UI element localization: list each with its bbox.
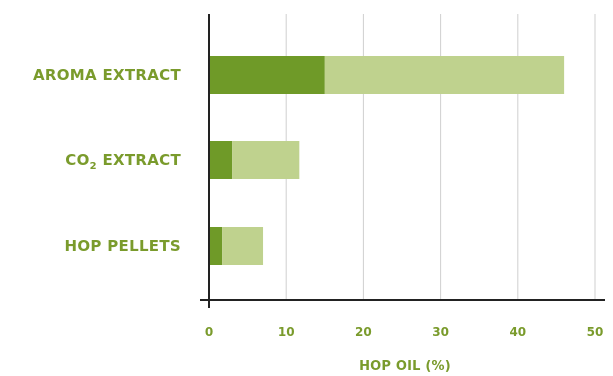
bar-1-segment-0 [209,141,233,179]
x-tick-label-10: 10 [278,325,295,339]
category-label-1: CO2 EXTRACT [65,151,181,172]
x-tick-label-20: 20 [355,325,372,339]
bars [209,56,565,265]
x-tick-label-40: 40 [509,325,526,339]
x-axis-title: HOP OIL (%) [359,359,451,374]
category-label-subscript: 2 [90,161,97,172]
bar-2-segment-0 [209,227,223,265]
category-labels: AROMA EXTRACT CO2 EXTRACT HOP PELLETS [33,66,181,255]
category-label-2: HOP PELLETS [65,237,181,255]
category-label-prefix: CO [65,151,89,169]
x-tick-label-50: 50 [587,325,604,339]
bar-1-segment-1 [232,141,300,179]
bar-0-segment-0 [209,56,325,94]
category-label-suffix: EXTRACT [97,151,182,169]
axes [200,14,605,308]
bar-0-segment-1 [324,56,565,94]
bar-2-segment-1 [222,227,264,265]
x-tick-label-0: 0 [205,325,213,339]
category-label-0: AROMA EXTRACT [33,66,181,84]
x-tick-label-30: 30 [432,325,449,339]
x-tick-labels: 0 10 20 30 40 50 [205,325,604,339]
